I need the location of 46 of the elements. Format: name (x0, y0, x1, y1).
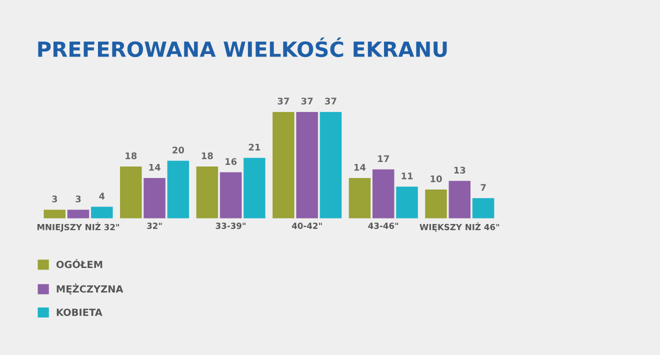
data-label: 17 (378, 155, 389, 162)
data-label: 20 (172, 146, 184, 154)
bar (144, 178, 166, 218)
bar (244, 158, 266, 218)
data-label: 7 (480, 184, 486, 191)
data-label: 13 (454, 166, 466, 174)
data-label: 18 (126, 152, 137, 160)
bar (167, 160, 190, 218)
data-label: 37 (301, 98, 313, 105)
x-tick-label: WIĘKSZY NIŻ 46" (420, 222, 500, 232)
bar (472, 198, 494, 218)
bar (320, 112, 342, 218)
bar (272, 112, 294, 218)
bar (120, 166, 142, 218)
data-label: 37 (325, 98, 336, 105)
bar (44, 210, 66, 218)
legend-label: OGÓŁEM (56, 259, 102, 268)
data-label: 14 (354, 164, 366, 171)
bar (425, 190, 447, 218)
bar (67, 210, 90, 218)
data-label: 37 (278, 98, 290, 105)
bar (91, 206, 113, 218)
data-label: 10 (430, 175, 442, 182)
data-label: 11 (402, 172, 413, 180)
x-tick-label: 32" (147, 222, 162, 229)
bar (448, 180, 471, 218)
bar (348, 178, 371, 218)
data-label: 4 (99, 192, 105, 200)
x-tick-label: 40-42" (292, 222, 322, 229)
data-label: 3 (52, 196, 58, 202)
data-label: 18 (202, 152, 213, 160)
chart-title: PREFEROWANA WIELKOŚĆ EKRANU (38, 38, 447, 58)
bar (220, 172, 242, 218)
x-tick-label: 33-39" (216, 222, 246, 229)
x-tick-label: MNIEJSZY NIŻ 32" (37, 222, 120, 232)
data-label: 3 (76, 196, 81, 202)
data-label: 14 (149, 164, 160, 171)
bar (396, 186, 418, 218)
bar (196, 166, 218, 218)
x-tick-label: 43-46" (368, 222, 398, 229)
bar (296, 112, 318, 218)
data-label: 16 (226, 158, 237, 165)
bar (372, 169, 394, 218)
legend-label: KOBIETA (56, 308, 102, 316)
legend-label: MĘŻCZYZNA (56, 284, 124, 294)
data-label: 21 (248, 144, 260, 150)
